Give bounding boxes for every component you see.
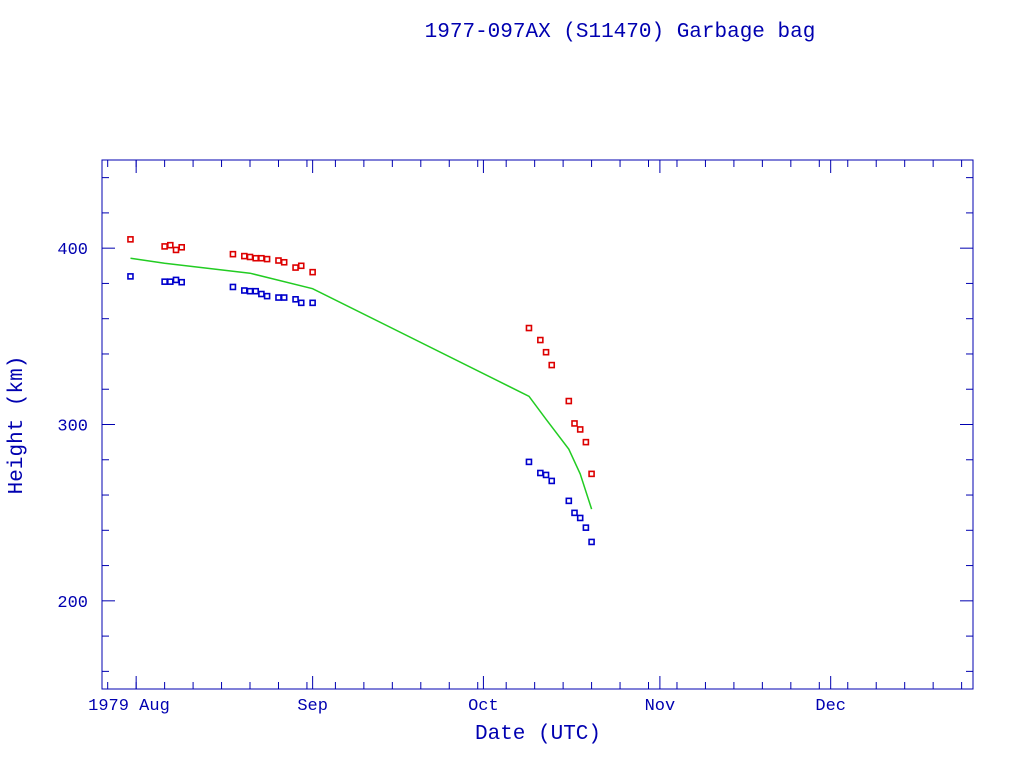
perigee-point: [548, 477, 556, 485]
apogee-point: [178, 243, 185, 251]
perigee-point: [241, 287, 248, 294]
mean-height-line: [130, 257, 593, 510]
perigee-point: [565, 497, 573, 505]
apogee-point: [582, 438, 590, 446]
x-axis-label: Date (UTC): [475, 723, 601, 746]
apogee-point: [576, 426, 584, 433]
apogee-point: [246, 253, 254, 261]
perigee-point: [571, 509, 578, 517]
x-tick-labels: 1979 Aug Sep Oct Nov Dec: [88, 697, 846, 716]
perigee-point: [172, 276, 180, 284]
apogee-point: [275, 257, 282, 264]
x-tick-label: Dec: [815, 697, 846, 716]
perigee-point: [582, 524, 590, 531]
data-marks: [127, 236, 595, 546]
perigee-point: [127, 273, 134, 280]
perigee-point: [292, 296, 299, 303]
apogee-point: [263, 255, 271, 263]
plot-frame: [101, 159, 974, 690]
y-tick-label: 300: [57, 418, 88, 437]
y-tick-label: 200: [57, 594, 88, 613]
apogee-point: [571, 420, 578, 427]
chart-title: 1977-097AX (S11470) Garbage bag: [425, 21, 816, 44]
perigee-point: [263, 292, 271, 300]
perigee-point: [229, 283, 237, 291]
apogee-point: [542, 348, 550, 356]
perigee-point: [178, 278, 185, 286]
apogee-point: [280, 258, 288, 266]
apogee-point: [127, 236, 134, 243]
perigee-point: [275, 294, 282, 301]
apogee-point: [548, 361, 556, 369]
x-tick-label: Oct: [468, 697, 499, 716]
perigee-point: [246, 287, 254, 295]
x-tick-label: 1979 Aug: [88, 697, 170, 716]
apogee-point: [241, 252, 248, 260]
y-tick-labels: 200 300 400: [57, 241, 88, 613]
perigee-point: [252, 287, 260, 295]
perigee-point: [588, 538, 595, 546]
apogee-point: [252, 254, 260, 262]
apogee-point: [167, 241, 174, 249]
apogee-point: [309, 268, 316, 276]
apogee-point: [258, 254, 265, 262]
perigee-point: [167, 278, 174, 285]
apogee-point: [565, 397, 573, 405]
x-tick-label: Nov: [645, 697, 676, 716]
x-tick-label: Sep: [297, 697, 328, 716]
y-axis-label: Height (km): [6, 356, 29, 495]
perigee-point: [297, 299, 305, 307]
apogee-point: [172, 246, 180, 254]
perigee-point: [525, 458, 533, 466]
apogee-point: [297, 262, 305, 270]
perigee-point: [161, 278, 168, 285]
perigee-point: [280, 294, 288, 301]
y-tick-label: 400: [57, 241, 88, 260]
perigee-point: [542, 471, 550, 479]
apogee-point: [229, 250, 237, 258]
perigee-point: [258, 290, 265, 298]
perigee-point: [576, 514, 584, 522]
apogee-point: [292, 264, 299, 271]
perigee-point: [537, 469, 544, 477]
apogee-point: [161, 243, 168, 250]
apogee-point: [525, 324, 533, 332]
axis-ticks: [102, 160, 973, 689]
perigee-point: [309, 299, 316, 307]
apogee-point: [588, 470, 595, 478]
apogee-point: [537, 336, 544, 344]
